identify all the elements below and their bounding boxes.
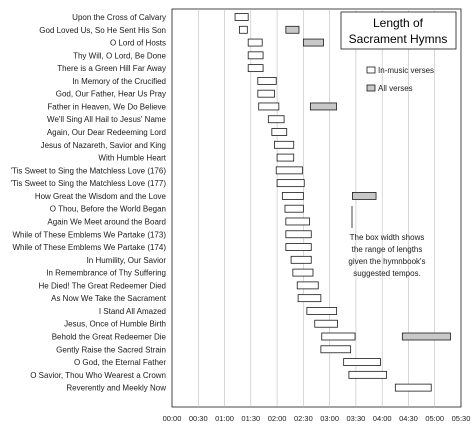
in-music-bar <box>247 64 264 73</box>
in-music-bar <box>290 255 312 264</box>
title-box: Length of Sacrament Hymns <box>340 11 457 50</box>
in-music-bar <box>343 358 381 366</box>
annotation-text: The box width shows the range of lengths g… <box>348 233 425 278</box>
in-music-bar <box>247 51 264 60</box>
in-music-bar <box>306 307 338 315</box>
hymn-label: Jesus, Once of Humble Birth <box>64 320 166 329</box>
in-music-bar <box>285 217 310 226</box>
all-verses-bar <box>285 25 300 34</box>
hymn-label: O God, the Eternal Father <box>74 358 166 367</box>
hymn-label: Father in Heaven, We Do Believe <box>47 102 166 111</box>
x-tick-label: 03:30 <box>347 414 366 423</box>
x-tick-label: 01:30 <box>241 414 260 423</box>
annotation: The box width shows the range of lengths g… <box>348 206 426 278</box>
in-music-bar <box>285 243 312 251</box>
hymn-label: Upon the Cross of Calvary <box>72 13 166 22</box>
in-music-bar <box>276 153 295 162</box>
hymn-label: Gently Raise the Sacred Strain <box>56 345 166 354</box>
annotation-line: suggested tempos. <box>353 269 421 278</box>
hymn-label: While of These Emblems We Partake (173) <box>12 230 166 239</box>
hymn-label: In Remembrance of Thy Suffering <box>46 269 166 278</box>
hymn-labels: Upon the Cross of Calvary God Loved Us, S… <box>10 13 166 393</box>
hymn-label: God Loved Us, So He Sent His Son <box>39 26 166 35</box>
legend-label-all-verses: All verses <box>378 84 413 93</box>
x-tick-label: 05:30 <box>452 414 471 423</box>
hymn-label: 'Tis Sweet to Sing the Matchless Love (1… <box>10 166 166 175</box>
in-music-bar <box>239 25 248 34</box>
hymn-label: With Humble Heart <box>98 154 166 163</box>
hymn-label: While of These Emblems We Partake (174) <box>12 243 166 252</box>
title-box-frame <box>340 11 457 50</box>
in-music-bar <box>275 166 303 175</box>
in-music-bar <box>258 102 280 111</box>
x-tick-label: 02:00 <box>268 414 287 423</box>
annotation-line: The box width shows <box>350 233 425 242</box>
hymn-label: 'Tis Sweet to Sing the Matchless Love (1… <box>10 179 166 188</box>
legend-swatch-in-music <box>366 66 376 74</box>
hymn-label: God, Our Father, Hear Us Pray <box>56 90 166 99</box>
in-music-bar <box>297 294 322 303</box>
hymn-label: Behold the Great Redeemer Die <box>52 333 167 342</box>
all-verses-bar <box>302 38 324 47</box>
x-tick-label: 00:00 <box>163 414 182 423</box>
in-music-bar <box>267 115 285 124</box>
annotation-line: the range of lengths <box>352 245 423 254</box>
in-music-bar <box>348 370 387 379</box>
in-music-bar <box>257 89 275 98</box>
in-music-bar <box>321 332 356 341</box>
gridlines <box>197 9 436 407</box>
hymn-label: O Thou, Before the World Began <box>50 205 166 214</box>
in-music-bar <box>257 77 277 85</box>
hymn-label: Thy Will, O Lord, Be Done <box>73 51 166 60</box>
hymn-label: In Humility, Our Savior <box>87 256 167 265</box>
legend-swatch-all-verses <box>366 84 376 92</box>
in-music-bar <box>296 281 319 290</box>
chart-title-line-2: Sacrament Hymns <box>349 32 448 46</box>
x-tick-label: 04:00 <box>373 414 392 423</box>
hymn-label: Reverently and Meekly Now <box>66 384 166 393</box>
hymn-label: Again We Meet around the Board <box>47 217 166 226</box>
in-music-bar <box>284 204 304 213</box>
in-music-bar <box>314 319 338 328</box>
x-tick-label: 01:00 <box>215 414 234 423</box>
in-music-bar <box>320 345 352 354</box>
plot-area <box>171 8 462 408</box>
legend-label-in-music: In-music verses <box>378 66 434 75</box>
hymn-label: He Died! The Great Redeemer Died <box>39 281 166 290</box>
range-bars <box>234 13 451 392</box>
hymn-label: O Lord of Hosts <box>110 39 166 48</box>
hymn-label: There is a Green Hill Far Away <box>57 64 166 73</box>
in-music-bar <box>274 140 295 149</box>
x-tick-label: 02:30 <box>294 414 313 423</box>
in-music-bar <box>292 268 314 277</box>
all-verses-bar <box>352 192 377 200</box>
hymn-label: I Stand All Amazed <box>99 307 166 316</box>
all-verses-bar <box>401 332 451 341</box>
in-music-bar <box>394 383 432 392</box>
in-music-bar <box>276 179 305 188</box>
all-verses-bar <box>309 102 338 111</box>
hymn-label: As Now We Take the Sacrament <box>51 294 167 303</box>
in-music-bar <box>271 128 288 136</box>
hymn-label: How Great the Wisdom and the Love <box>35 192 167 201</box>
legend: In-music verses All verses <box>366 66 434 93</box>
x-tick-label: 03:00 <box>320 414 339 423</box>
hymn-label: In Memory of the Crucified <box>72 77 166 86</box>
hymn-label: O Savior, Thou Who Wearest a Crown <box>30 371 166 380</box>
in-music-bar <box>234 13 249 21</box>
hymn-label: We'll Sing All Hail to Jesus' Name <box>47 115 167 124</box>
x-tick-label: 00:30 <box>189 414 208 423</box>
in-music-bar <box>247 38 263 47</box>
in-music-bar <box>285 230 312 239</box>
hymn-label: Jesus of Nazareth, Savior and King <box>41 141 166 150</box>
x-tick-label: 04:30 <box>399 414 418 423</box>
annotation-line: given the hymnbook's <box>348 257 425 266</box>
hymn-label: Again, Our Dear Redeeming Lord <box>47 128 166 137</box>
in-music-bar <box>281 192 304 200</box>
chart-title-line-1: Length of <box>373 16 424 30</box>
x-tick-label: 05:00 <box>425 414 444 423</box>
x-tick-labels: 00:00 00:30 01:00 01:30 02:00 02:30 03:00 03:30… <box>163 414 471 423</box>
